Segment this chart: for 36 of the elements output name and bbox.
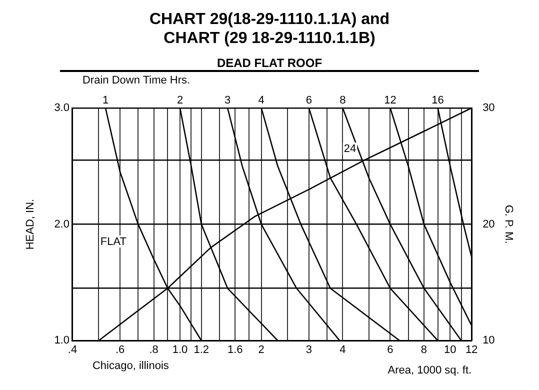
x-tick-label: 1.0 — [172, 344, 188, 356]
x-tick-label: 2 — [258, 344, 264, 356]
x-tick-label: 6 — [387, 344, 394, 356]
x-axis-title: Area, 1000 sq. ft. — [388, 364, 472, 376]
x-tick-label: .8 — [149, 344, 158, 356]
x-tick-label: 4 — [340, 344, 346, 356]
series-label: 16 — [432, 94, 444, 107]
text: Drain Down Time Hrs. — [82, 74, 190, 87]
series-label: 12 — [384, 94, 396, 107]
y2-tick-label: 20 — [482, 218, 495, 230]
annotation: 24 — [344, 143, 356, 156]
series-label: 6 — [306, 94, 312, 107]
y2-tick-label: 10 — [482, 334, 495, 347]
x-tick-label: 1.2 — [194, 344, 210, 356]
text: Chicago, illinois — [92, 360, 170, 372]
x-tick-label: .4 — [68, 344, 78, 356]
x-tick-label: 8 — [420, 344, 428, 356]
x-tick-label: 1.6 — [228, 344, 243, 356]
x-tick-label: 3 — [306, 344, 312, 356]
series-label: 8 — [340, 94, 346, 107]
y-tick-label: 1.0 — [54, 334, 70, 347]
x-tick-label: 12 — [465, 344, 478, 356]
y-axis-title: HEAD, IN. — [24, 198, 37, 250]
series-label: 4 — [258, 94, 264, 107]
series-label: 2 — [176, 94, 184, 107]
x-tick-label: 10 — [444, 344, 456, 356]
series-label: 1 — [102, 94, 109, 107]
y-tick-label: 2.0 — [54, 218, 70, 230]
x-tick-label: .6 — [115, 344, 125, 356]
series-label: 3 — [224, 94, 231, 107]
chart-subtitle: DEAD FLAT ROOF — [60, 56, 479, 72]
y-tick-label: 3.0 — [54, 102, 70, 114]
y2-tick-label: 30 — [482, 102, 495, 114]
y2-axis-title: G. P. M. — [502, 204, 514, 244]
chart-title: CHART 29(18-29-1110.1.1A) and CHART (29 18-29-1110.1.1B) — [148, 10, 391, 49]
annotation: FLAT — [100, 236, 127, 248]
